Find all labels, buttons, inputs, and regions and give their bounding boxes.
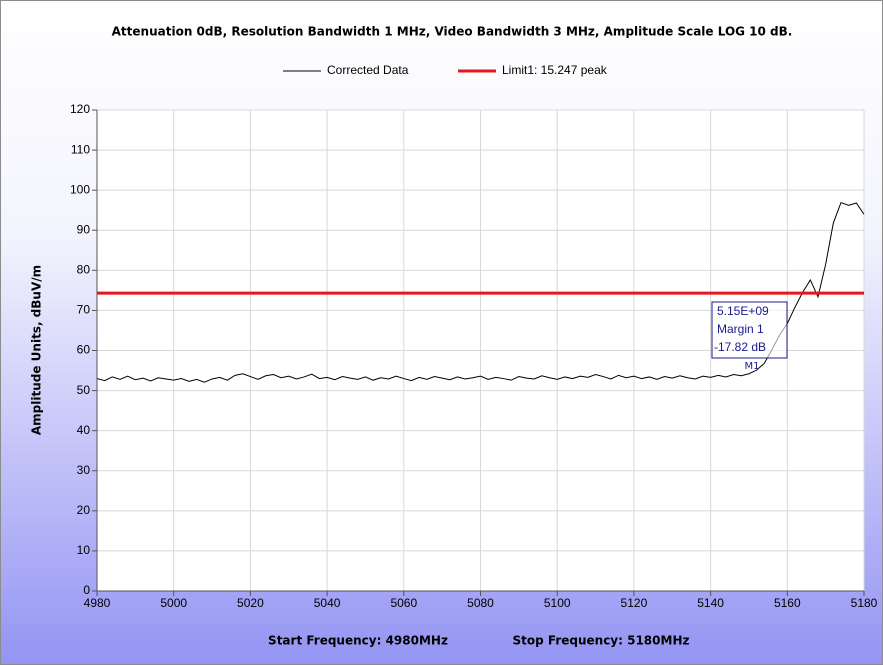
x-tick-label: 5060: [390, 596, 417, 610]
x-tick-label: 5040: [314, 596, 341, 610]
annotation-text: 5.15E+09: [717, 304, 769, 318]
y-tick-label: 0: [83, 583, 90, 597]
y-tick-label: 50: [77, 383, 91, 397]
y-tick-label: 30: [77, 463, 91, 477]
x-axis-label: Stop Frequency: 5180MHz: [513, 634, 690, 648]
annotation-box: [711, 301, 788, 359]
y-tick-label: 40: [77, 423, 91, 437]
x-axis-label: Start Frequency: 4980MHz: [268, 634, 448, 648]
marks: [96, 201, 865, 383]
y-tick-label: 70: [77, 303, 91, 317]
y-tick-label: 20: [77, 503, 91, 517]
x-tick-label: 5020: [237, 596, 264, 610]
x-tick-label: 5080: [467, 596, 494, 610]
y-tick-label: 90: [77, 222, 91, 236]
annotation-text: Margin 1: [717, 322, 764, 336]
x-tick-label: 5140: [697, 596, 724, 610]
y-tick-label: 120: [70, 102, 90, 116]
chart-title: Attenuation 0dB, Resolution Bandwidth 1 …: [112, 25, 793, 39]
series-line: [96, 201, 865, 383]
x-tick-label: 5120: [621, 596, 648, 610]
x-tick-label: 4980: [84, 596, 111, 610]
x-tick-label: 5100: [544, 596, 571, 610]
y-tick-label: 100: [70, 182, 90, 196]
x-tick-label: 5160: [774, 596, 801, 610]
legend-label: Limit1: 15.247 peak: [502, 63, 608, 77]
annotation: 5.15E+09 Margin 1 -17.82 dB M1: [711, 301, 788, 372]
legend: Corrected Data Limit1: 15.247 peak: [283, 63, 608, 77]
x-tick-label: 5000: [160, 596, 187, 610]
annotation-text: -17.82 dB: [714, 340, 766, 354]
y-tick-label: 80: [77, 263, 91, 277]
y-tick-label: 60: [77, 343, 91, 357]
y-tick-label: 110: [71, 142, 90, 156]
y-tick-label: 10: [77, 543, 91, 557]
y-axis-label: Amplitude Units, dBuV/m: [30, 265, 44, 435]
marker-label: M1: [745, 361, 760, 372]
x-tick-label: 5180: [851, 596, 878, 610]
legend-label: Corrected Data: [327, 63, 409, 77]
